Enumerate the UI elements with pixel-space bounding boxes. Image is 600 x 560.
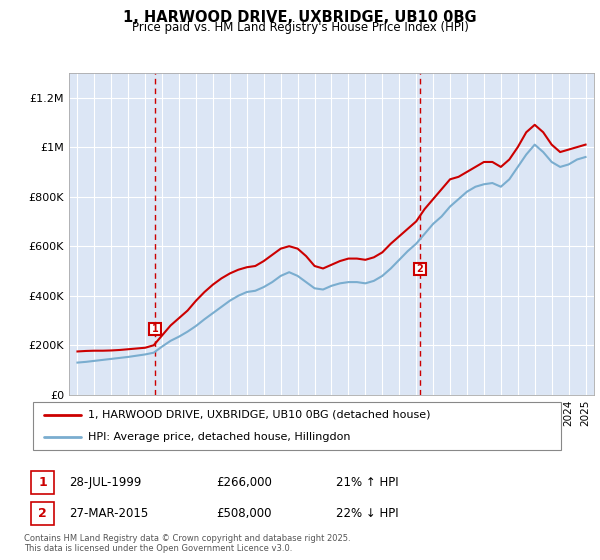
Text: £508,000: £508,000	[216, 507, 271, 520]
Text: 27-MAR-2015: 27-MAR-2015	[69, 507, 148, 520]
Text: Price paid vs. HM Land Registry's House Price Index (HPI): Price paid vs. HM Land Registry's House …	[131, 21, 469, 34]
Text: 1, HARWOOD DRIVE, UXBRIDGE, UB10 0BG (detached house): 1, HARWOOD DRIVE, UXBRIDGE, UB10 0BG (de…	[88, 410, 431, 420]
Text: £266,000: £266,000	[216, 476, 272, 489]
Text: 22% ↓ HPI: 22% ↓ HPI	[336, 507, 398, 520]
Text: 1, HARWOOD DRIVE, UXBRIDGE, UB10 0BG: 1, HARWOOD DRIVE, UXBRIDGE, UB10 0BG	[123, 10, 477, 25]
Text: 2: 2	[38, 507, 47, 520]
Text: Contains HM Land Registry data © Crown copyright and database right 2025.
This d: Contains HM Land Registry data © Crown c…	[24, 534, 350, 553]
Text: HPI: Average price, detached house, Hillingdon: HPI: Average price, detached house, Hill…	[88, 432, 351, 442]
Text: 2: 2	[416, 264, 424, 274]
Text: 1: 1	[38, 476, 47, 489]
Text: 1: 1	[152, 324, 158, 334]
Text: 28-JUL-1999: 28-JUL-1999	[69, 476, 142, 489]
Text: 21% ↑ HPI: 21% ↑ HPI	[336, 476, 398, 489]
